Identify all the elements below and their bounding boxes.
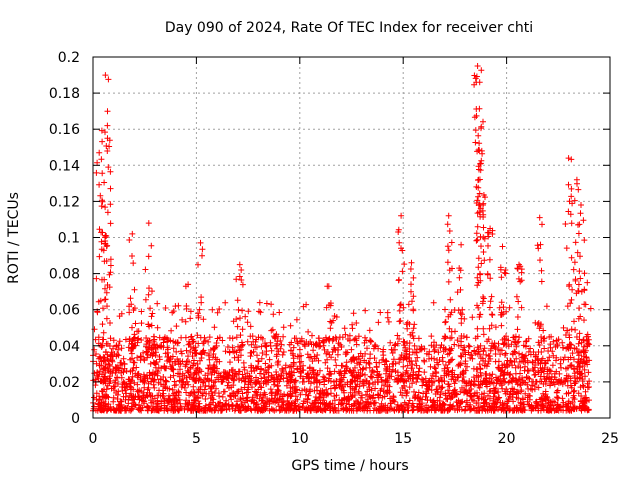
y-tick-label: 0.1 bbox=[58, 231, 80, 247]
scatter-points bbox=[90, 63, 594, 414]
x-tick-labels: 0 5 10 15 20 25 bbox=[89, 431, 619, 447]
x-tick-label: 25 bbox=[601, 431, 619, 447]
y-tick-label: 0.18 bbox=[49, 86, 80, 102]
y-tick-label: 0.2 bbox=[58, 50, 80, 66]
y-tick-label: 0.16 bbox=[49, 122, 80, 138]
y-tick-label: 0.04 bbox=[49, 339, 80, 355]
x-tick-label: 10 bbox=[291, 431, 309, 447]
y-tick-labels: 0 0.02 0.04 0.06 0.08 0.1 0.12 0.14 0.16 0.18 0.2 bbox=[49, 50, 80, 427]
y-tick-label: 0.06 bbox=[49, 303, 80, 319]
y-tick-label: 0.08 bbox=[49, 267, 80, 283]
y-axis-label: ROTI / TECUs bbox=[6, 192, 22, 284]
x-tick-label: 5 bbox=[192, 431, 201, 447]
x-tick-label: 15 bbox=[394, 431, 412, 447]
y-tick-label: 0 bbox=[71, 411, 80, 427]
axis-ticks bbox=[92, 56, 611, 419]
y-tick-label: 0.02 bbox=[49, 375, 80, 391]
chart-title: Day 090 of 2024, Rate Of TEC Index for r… bbox=[165, 20, 533, 36]
y-tick-label: 0.12 bbox=[49, 194, 80, 210]
x-tick-label: 0 bbox=[89, 431, 98, 447]
y-tick-label: 0.14 bbox=[49, 158, 80, 174]
x-tick-label: 20 bbox=[498, 431, 516, 447]
data-point-markers bbox=[90, 63, 594, 414]
x-axis-label: GPS time / hours bbox=[291, 458, 408, 474]
